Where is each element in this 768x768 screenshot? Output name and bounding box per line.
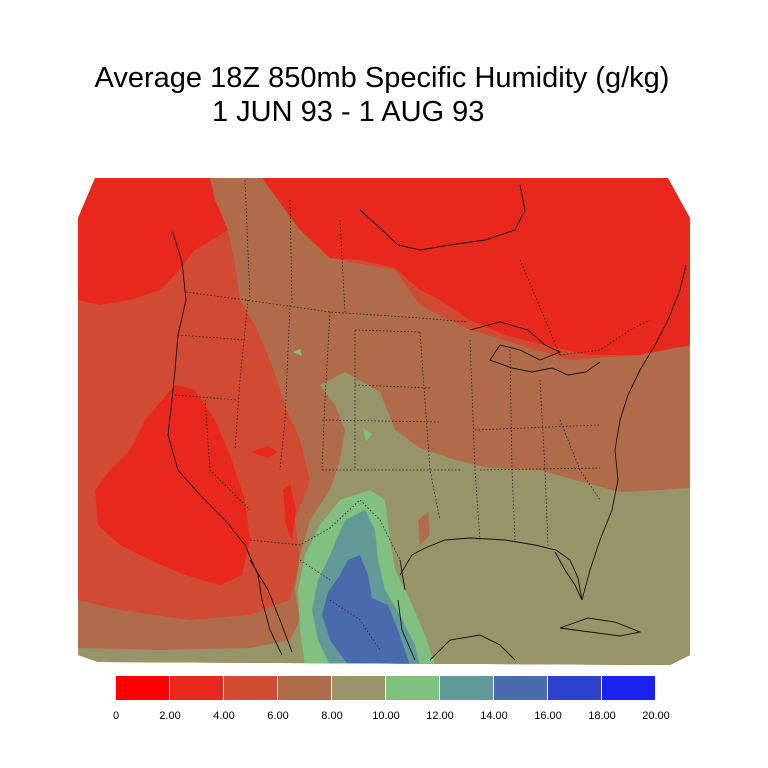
great-lakes bbox=[469, 321, 601, 376]
pacific-coastline bbox=[167, 229, 283, 656]
humidity-band-6-8 bbox=[418, 512, 430, 545]
colorbar-label: 16.00 bbox=[534, 710, 562, 722]
colorbar-label: 6.00 bbox=[267, 710, 289, 722]
mexico-states bbox=[299, 559, 381, 651]
humidity-band-2-4 bbox=[262, 178, 690, 355]
colorbar-label: 18.00 bbox=[588, 710, 616, 722]
map-title: Average 18Z 850mb Specific Humidity (g/k… bbox=[94, 62, 670, 94]
coastlines bbox=[167, 184, 687, 661]
colorbar-swatch-6-8 bbox=[278, 676, 331, 700]
humidity-band-14-16 bbox=[322, 555, 410, 665]
humidity-band-10-12 bbox=[293, 349, 302, 356]
humidity-band-2-4 bbox=[283, 484, 296, 540]
colorbar-swatch-16-18 bbox=[548, 676, 601, 700]
colorbar-label: 12.00 bbox=[426, 710, 454, 722]
colorbar-label: 10.00 bbox=[372, 710, 400, 722]
colorbar-swatch-14-16 bbox=[494, 676, 547, 700]
colorbar-swatch-2-4 bbox=[170, 676, 223, 700]
humidity-band-2-4 bbox=[78, 178, 228, 305]
colorbar-label: 20.00 bbox=[642, 710, 670, 722]
colorbar-swatch-10-12 bbox=[386, 676, 439, 700]
us-canada-border bbox=[185, 291, 651, 356]
colorbar-swatch-18-20 bbox=[602, 676, 655, 700]
political-boundaries bbox=[174, 179, 651, 651]
humidity-band-2-4 bbox=[95, 385, 250, 585]
yucatan-coast bbox=[429, 634, 516, 661]
humidity-band-10-12 bbox=[363, 428, 372, 442]
state-lines-east bbox=[469, 339, 601, 546]
colorbar-label: 8.00 bbox=[321, 710, 343, 722]
atlantic-coast bbox=[581, 264, 687, 601]
colorbar-label: 2.00 bbox=[159, 710, 181, 722]
state-lines-pacific bbox=[174, 334, 251, 511]
colorbar-swatch-12-14 bbox=[440, 676, 493, 700]
us-mexico-border bbox=[249, 499, 401, 561]
colorbar-label: 14.00 bbox=[480, 710, 508, 722]
humidity-band-2-4 bbox=[250, 446, 278, 458]
colorbar-swatch-4-6 bbox=[224, 676, 277, 700]
colorbar-label: 0 bbox=[112, 710, 120, 722]
state-lines-central bbox=[321, 329, 460, 521]
colorbar-swatch-8-10 bbox=[332, 676, 385, 700]
cuba-coast bbox=[559, 617, 642, 637]
hudson-bay-coast bbox=[359, 184, 526, 251]
gulf-coast bbox=[399, 537, 583, 601]
canada-provinces bbox=[244, 179, 561, 356]
map-subtitle-date-range: 1 JUN 93 - 1 AUG 93 bbox=[212, 96, 485, 128]
colorbar-swatch-0-2 bbox=[116, 676, 169, 700]
colorbar-label: 4.00 bbox=[213, 710, 235, 722]
baja-peninsula bbox=[249, 559, 293, 653]
mexico-gulf-coast bbox=[397, 559, 416, 661]
